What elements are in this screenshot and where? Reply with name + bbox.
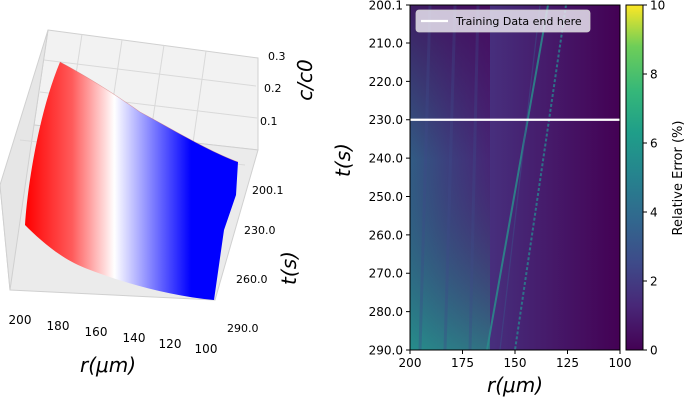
side-pane bbox=[0, 29, 49, 291]
colorbar-tick-label: 6 bbox=[650, 137, 658, 151]
heatmap-x-ticks: 200 175 150 125 100 bbox=[399, 350, 632, 370]
x-tick: 180 bbox=[47, 319, 70, 333]
y-axis-ticks: 200.1 230.0 260.0 290.0 bbox=[227, 184, 284, 335]
colorbar-tick-label: 8 bbox=[650, 68, 658, 82]
y-tick-label: 250.0 bbox=[369, 190, 403, 204]
x-tick-label: 125 bbox=[556, 356, 579, 370]
colorbar-tick-label: 2 bbox=[650, 275, 658, 289]
y-tick-label: 210.0 bbox=[369, 36, 403, 50]
y-axis-label: t(s) bbox=[277, 251, 301, 285]
colorbar-tick-label: 0 bbox=[650, 344, 658, 358]
colorbar-tick-label: 4 bbox=[650, 206, 658, 220]
legend-box bbox=[415, 9, 591, 33]
colorbar: 0 2 4 6 8 10 Relative Error (%) bbox=[625, 0, 685, 358]
x-tick: 100 bbox=[195, 342, 218, 356]
colorbar-ticks: 0 2 4 6 8 10 bbox=[643, 0, 665, 358]
y-tick: 230.0 bbox=[244, 224, 276, 237]
error-streak bbox=[486, 5, 549, 350]
heatmap-y-ticks: 200.1 210.0 220.0 230.0 240.0 250.0 260.0 270.0… bbox=[369, 0, 410, 358]
x-axis-ticks: 200 180 160 140 120 100 bbox=[9, 313, 218, 356]
error-streak bbox=[514, 5, 567, 350]
z-axis-ticks: 0.3 0.2 0.1 bbox=[260, 50, 286, 128]
legend-label: Training Data end here bbox=[455, 15, 582, 28]
heatmap-x-label: r(μm) bbox=[487, 373, 543, 397]
legend: Training Data end here bbox=[415, 9, 591, 33]
z-tick: 0.2 bbox=[264, 82, 282, 95]
y-tick-label: 260.0 bbox=[369, 228, 403, 242]
colorbar-label: Relative Error (%) bbox=[671, 121, 685, 236]
x-tick-label: 150 bbox=[504, 356, 527, 370]
z-tick: 0.1 bbox=[260, 115, 278, 128]
x-tick-label: 200 bbox=[399, 356, 422, 370]
surface-chart: 200 180 160 140 120 100 r(μm) 200.1 230.… bbox=[0, 29, 317, 377]
heatmap-left-gradient bbox=[410, 5, 490, 350]
y-tick: 200.1 bbox=[252, 184, 284, 197]
x-axis-label: r(μm) bbox=[80, 353, 136, 377]
heatmap-chart: Training Data end here 200.1 210.0 220.0 23… bbox=[331, 0, 631, 397]
y-tick-label: 240.0 bbox=[369, 152, 403, 166]
x-tick: 120 bbox=[159, 337, 182, 351]
z-axis-label: c/c0 bbox=[293, 59, 317, 100]
x-tick: 140 bbox=[123, 331, 146, 345]
colorbar-gradient bbox=[625, 4, 644, 351]
error-streak bbox=[499, 5, 541, 350]
y-tick: 260.0 bbox=[236, 273, 268, 286]
heatmap-striations bbox=[418, 5, 480, 350]
y-tick-label: 200.1 bbox=[369, 0, 403, 13]
y-tick: 290.0 bbox=[227, 322, 259, 335]
y-tick-label: 230.0 bbox=[369, 113, 403, 127]
surface-plot bbox=[25, 62, 238, 300]
z-tick: 0.3 bbox=[268, 50, 286, 63]
x-tick-label: 100 bbox=[609, 356, 632, 370]
y-tick-label: 280.0 bbox=[369, 305, 403, 319]
surface-edge bbox=[59, 61, 239, 163]
x-tick: 200 bbox=[9, 313, 32, 327]
y-tick-label: 220.0 bbox=[369, 75, 403, 89]
heatmap-area bbox=[410, 5, 620, 350]
y-tick-label: 270.0 bbox=[369, 267, 403, 281]
x-tick: 160 bbox=[85, 325, 108, 339]
heatmap-y-label: t(s) bbox=[331, 143, 355, 177]
colorbar-tick-label: 10 bbox=[650, 0, 665, 13]
y-tick-label: 290.0 bbox=[369, 344, 403, 358]
x-tick-label: 175 bbox=[451, 356, 474, 370]
